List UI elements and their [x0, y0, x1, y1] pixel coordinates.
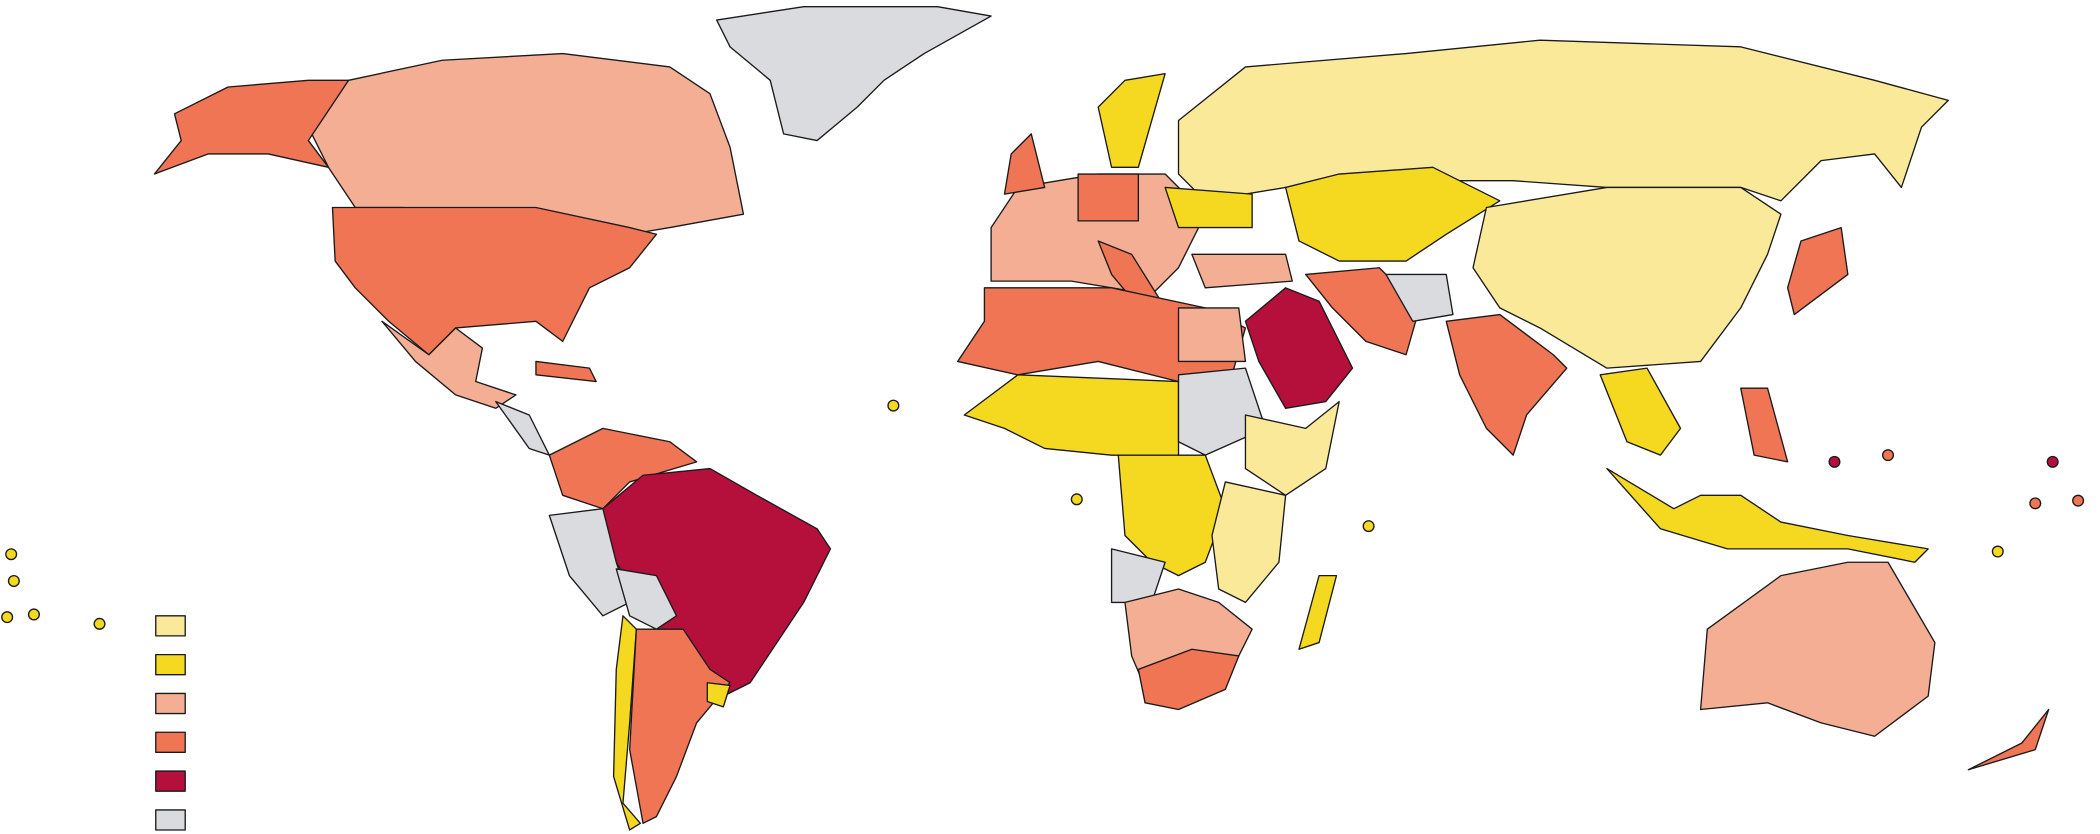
- island: [887, 399, 900, 412]
- sudan: [1177, 367, 1267, 456]
- ukraine: [1164, 186, 1253, 229]
- ethiopia: [1244, 400, 1340, 496]
- mexico: [381, 320, 517, 409]
- iran: [1305, 267, 1421, 356]
- central-africa: [1117, 454, 1227, 577]
- island: [2046, 455, 2059, 468]
- kazakhstan: [1284, 166, 1501, 262]
- island: [1991, 545, 2004, 558]
- uruguay: [706, 682, 731, 708]
- island: [1070, 493, 1083, 506]
- south-africa: [1137, 648, 1240, 711]
- sahel: [963, 374, 1180, 456]
- island: [93, 617, 106, 630]
- india: [1445, 313, 1568, 456]
- island: [27, 608, 40, 621]
- madagascar: [1298, 574, 1338, 650]
- island: [1881, 449, 1895, 462]
- legend-swatch: [155, 809, 186, 831]
- greenland: [715, 6, 992, 142]
- legend-swatch: [155, 653, 186, 676]
- saudi-arabia: [1244, 287, 1354, 409]
- philippines: [1740, 387, 1789, 463]
- uk: [1003, 133, 1046, 195]
- legend-swatch: [155, 731, 186, 754]
- cuba: [535, 360, 597, 383]
- colombia-venezuela: [548, 427, 698, 510]
- legend: [155, 615, 186, 831]
- legend-swatch: [155, 615, 186, 637]
- central-europe: [1077, 173, 1140, 222]
- central-america: [495, 400, 551, 456]
- island: [2072, 494, 2085, 507]
- island: [7, 574, 20, 588]
- bolivia: [615, 568, 678, 630]
- indonesia: [1606, 467, 1929, 563]
- legend-swatch: [155, 770, 186, 792]
- scandinavia: [1097, 72, 1166, 169]
- countries: [1, 6, 2085, 831]
- china: [1472, 186, 1782, 369]
- afghanistan: [1385, 273, 1454, 322]
- argentina: [628, 628, 731, 824]
- island: [1828, 455, 1841, 468]
- new-zealand: [1967, 708, 2050, 771]
- japan: [1786, 226, 1849, 316]
- russia: [1177, 39, 1949, 202]
- egypt: [1177, 307, 1247, 363]
- island: [5, 548, 18, 561]
- island: [1362, 520, 1375, 533]
- east-africa: [1211, 481, 1287, 604]
- alaska: [153, 79, 350, 175]
- southeast-asia: [1599, 367, 1682, 456]
- australia: [1699, 561, 1936, 737]
- usa: [331, 206, 658, 356]
- turkey: [1191, 253, 1293, 289]
- island: [2029, 497, 2042, 510]
- island: [1, 611, 14, 624]
- legend-swatch: [155, 692, 186, 715]
